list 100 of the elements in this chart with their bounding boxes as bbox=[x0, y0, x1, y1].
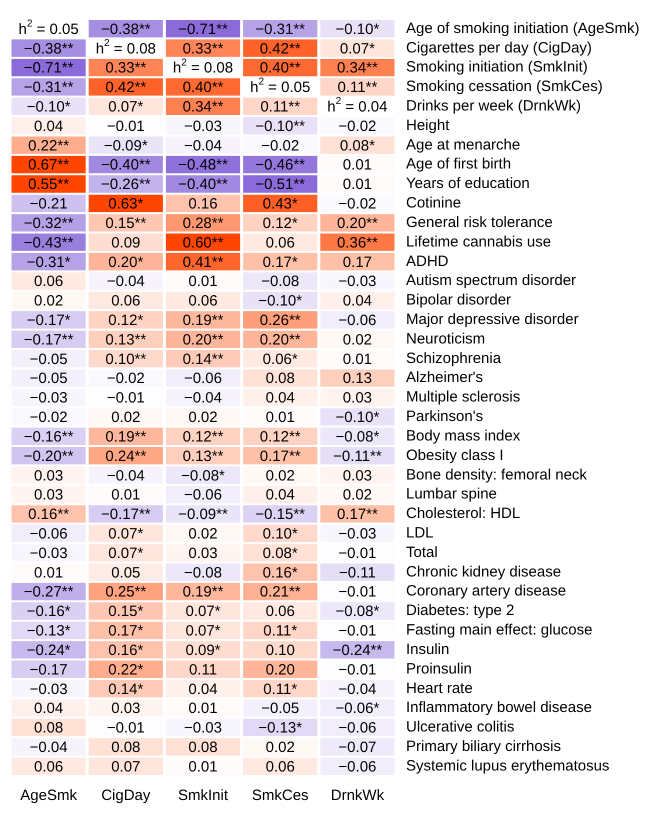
data-label: 0.02 bbox=[111, 409, 140, 426]
data-label: 0.42** bbox=[260, 40, 301, 58]
data-label: 0.20 bbox=[266, 661, 295, 678]
data-label: 0.24** bbox=[105, 448, 146, 465]
data-label: 0.11* bbox=[263, 622, 298, 640]
data-label: 0.01 bbox=[342, 350, 372, 368]
data-label: −0.03 bbox=[184, 118, 222, 135]
data-label: 0.07* bbox=[108, 98, 144, 116]
y-tick-label: Coronary artery disease bbox=[406, 582, 566, 600]
data-label: −0.16** bbox=[24, 428, 74, 446]
data-label: 0.08 bbox=[188, 739, 218, 756]
data-label: 0.14* bbox=[108, 680, 144, 698]
data-label: −0.17 bbox=[30, 661, 68, 678]
data-label: 0.33** bbox=[105, 60, 146, 77]
data-label: −0.02 bbox=[338, 196, 376, 213]
data-label: −0.03 bbox=[30, 680, 68, 698]
data-label: −0.10* bbox=[258, 292, 302, 310]
data-label: 0.16** bbox=[28, 506, 70, 524]
data-label: −0.51** bbox=[255, 176, 306, 194]
data-label: 0.15* bbox=[108, 603, 144, 620]
data-label: 0.34** bbox=[182, 98, 224, 116]
y-tick-label: Cotinine bbox=[406, 194, 462, 212]
data-label: 0.03 bbox=[34, 467, 64, 484]
data-label: −0.31** bbox=[255, 20, 306, 38]
data-label: −0.05 bbox=[30, 370, 68, 388]
y-tick-label: Major depressive disorder bbox=[406, 311, 579, 328]
data-label: 0.09 bbox=[111, 234, 140, 252]
data-label: −0.08 bbox=[184, 564, 222, 582]
data-label: 0.19** bbox=[182, 584, 224, 601]
data-label: 0.11** bbox=[338, 79, 378, 96]
data-label: −0.08* bbox=[336, 428, 380, 446]
data-label: −0.13* bbox=[26, 622, 71, 640]
y-tick-label: Bipolar disorder bbox=[406, 292, 512, 309]
data-label: 0.13** bbox=[105, 331, 146, 348]
x-tick-label: CigDay bbox=[101, 787, 151, 804]
data-label: −0.40** bbox=[100, 156, 151, 174]
data-label: −0.01 bbox=[106, 720, 145, 737]
y-tick-label: Schizophrenia bbox=[406, 350, 502, 367]
data-label: 0.03 bbox=[342, 467, 372, 484]
data-label: −0.01 bbox=[338, 544, 376, 562]
data-label: 0.10 bbox=[266, 642, 295, 659]
data-label: 0.07* bbox=[185, 622, 221, 640]
data-label: 0.04 bbox=[342, 292, 372, 310]
x-tick-label: SmkInit bbox=[178, 787, 229, 804]
data-label: 0.01 bbox=[342, 156, 372, 174]
data-label: −0.03 bbox=[184, 720, 222, 737]
data-label: 0.01 bbox=[188, 700, 218, 718]
y-tick-label: Smoking cessation (SmkCes) bbox=[406, 78, 603, 96]
data-label: 0.12** bbox=[260, 428, 301, 446]
data-label: 0.17* bbox=[108, 622, 144, 640]
data-label: 0.16* bbox=[108, 642, 144, 659]
data-label: −0.02 bbox=[338, 118, 376, 135]
data-label: 0.21** bbox=[260, 584, 301, 601]
data-label: 0.20** bbox=[182, 331, 224, 348]
data-label: 0.01 bbox=[111, 486, 140, 504]
y-tick-label: LDL bbox=[406, 524, 434, 542]
y-tick-label: Bone density: femoral neck bbox=[406, 466, 588, 484]
data-label: 0.63* bbox=[108, 196, 144, 213]
data-label: 0.40** bbox=[260, 60, 301, 77]
data-label: 0.02 bbox=[188, 409, 218, 426]
data-label: −0.03 bbox=[30, 544, 68, 562]
data-label: 0.08* bbox=[262, 544, 298, 562]
data-label: 0.16* bbox=[262, 564, 298, 582]
data-label: −0.17** bbox=[100, 506, 151, 524]
x-tick-label: SmkCes bbox=[252, 787, 309, 804]
y-tick-label: Lifetime cannabis use bbox=[406, 233, 552, 250]
data-label: 0.05 bbox=[111, 564, 140, 582]
data-label: −0.03 bbox=[338, 273, 376, 290]
data-label: −0.02 bbox=[261, 137, 300, 154]
data-label: −0.01 bbox=[106, 390, 145, 407]
data-label: 0.06 bbox=[266, 234, 295, 252]
data-label: 0.04 bbox=[266, 486, 295, 504]
data-label: 0.06 bbox=[111, 292, 140, 310]
data-label: 0.11* bbox=[263, 680, 298, 698]
data-label: −0.03 bbox=[30, 390, 68, 407]
data-label: −0.26** bbox=[100, 176, 151, 194]
y-tick-label: Insulin bbox=[406, 640, 450, 658]
data-label: 0.07* bbox=[185, 603, 221, 620]
data-label: 0.07* bbox=[340, 40, 376, 58]
data-label: 0.17* bbox=[262, 254, 298, 271]
data-label: −0.17** bbox=[24, 331, 74, 348]
data-label: −0.71** bbox=[24, 60, 74, 77]
data-label: 0.01 bbox=[188, 758, 218, 776]
data-label: 0.11** bbox=[260, 98, 300, 116]
data-label: −0.27** bbox=[24, 584, 74, 601]
y-tick-label: Lumbar spine bbox=[406, 486, 497, 503]
data-label: −0.04 bbox=[106, 273, 145, 290]
data-label: −0.15** bbox=[255, 506, 306, 524]
data-label: 0.15** bbox=[105, 214, 146, 232]
data-label: 0.17 bbox=[342, 254, 372, 271]
data-label: −0.04 bbox=[338, 680, 376, 698]
y-tick-label: Age at menarche bbox=[406, 136, 520, 154]
data-label: 0.01 bbox=[188, 273, 218, 290]
data-label: 0.17** bbox=[260, 448, 301, 465]
data-label: 0.22** bbox=[28, 137, 70, 154]
y-tick-label: Heart rate bbox=[406, 680, 473, 697]
y-tick-label: Body mass index bbox=[406, 427, 521, 444]
x-tick-label: AgeSmk bbox=[20, 787, 78, 804]
data-label: −0.71** bbox=[178, 20, 228, 38]
data-label: −0.04 bbox=[106, 467, 145, 484]
